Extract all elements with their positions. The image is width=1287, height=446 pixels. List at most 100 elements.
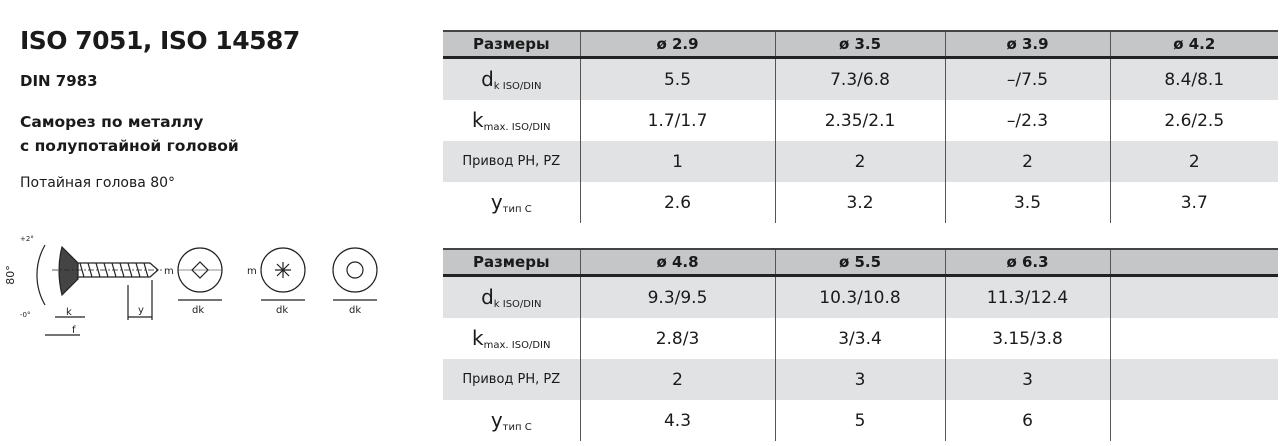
product-description: Саморез по металлу с полупотайной голово…	[20, 110, 239, 158]
pozidriv-recess-icon	[275, 262, 291, 278]
table-cell: –/2.3	[944, 100, 1110, 141]
din-standard: DIN 7983	[20, 72, 98, 90]
description-line: с полупотайной головой	[20, 137, 239, 155]
header-label: Размеры	[443, 248, 580, 277]
head-view-torx	[332, 247, 378, 293]
table-row-k: kmax. ISO/DIN 1.7/1.7 2.35/2.1 –/2.3 2.6/2.5	[443, 100, 1278, 141]
row-label: yтип C	[443, 182, 580, 223]
header-label: Размеры	[443, 30, 580, 59]
row-label-sub: k ISO/DIN	[493, 81, 542, 92]
angle-label: 80°	[4, 265, 17, 285]
row-label-main: d	[481, 67, 494, 91]
size-header: ø 2.9	[579, 30, 775, 59]
row-label-main: d	[481, 285, 494, 309]
row-label: Привод PH, PZ	[443, 141, 580, 182]
page-title: ISO 7051, ISO 14587	[20, 26, 300, 55]
table-cell	[1109, 275, 1278, 318]
table-cell: 5.5	[579, 57, 775, 100]
table-row-y: yтип C 2.6 3.2 3.5 3.7	[443, 182, 1278, 223]
angle-tolerance-plus: +2°	[20, 235, 34, 243]
table-cell: 2	[774, 141, 945, 182]
size-header: ø 6.3	[944, 248, 1110, 277]
table-cell: 2.35/2.1	[774, 100, 945, 141]
table-cell: 3	[944, 359, 1110, 400]
size-table-2: Размеры ø 4.8 ø 5.5 ø 6.3 dk ISO/DIN 9.3/9.5 1…	[443, 248, 1278, 441]
table-row-y: yтип C 4.3 5 6	[443, 400, 1278, 441]
table-cell: 3	[774, 359, 945, 400]
table-cell: 2.6/2.5	[1109, 100, 1278, 141]
table-cell: 7.3/6.8	[774, 57, 945, 100]
head-note: Потайная голова 80°	[20, 175, 176, 191]
m-label: m	[247, 266, 257, 277]
table-cell: 2.8/3	[579, 318, 775, 359]
table-cell: 2	[1109, 141, 1278, 182]
table-cell	[1109, 359, 1278, 400]
row-label-sub: max. ISO/DIN	[483, 122, 551, 133]
size-header: ø 4.2	[1109, 30, 1278, 59]
f-label: f	[72, 325, 76, 336]
row-label: dk ISO/DIN	[443, 57, 580, 100]
row-label: kmax. ISO/DIN	[443, 100, 580, 141]
angle-arc	[36, 244, 46, 306]
table-cell: 11.3/12.4	[944, 275, 1110, 318]
table-cell: 5	[774, 400, 945, 441]
k-label: k	[66, 307, 72, 318]
table-cell: 8.4/8.1	[1109, 57, 1278, 100]
row-label-sub: тип C	[502, 422, 532, 433]
torx-recess-icon	[346, 261, 364, 279]
row-label: dk ISO/DIN	[443, 275, 580, 318]
row-label-main: k	[472, 326, 484, 350]
row-label-main: y	[490, 190, 503, 214]
table-cell: 2	[944, 141, 1110, 182]
table-cell: 10.3/10.8	[774, 275, 945, 318]
row-label-main: Привод PH, PZ	[462, 154, 561, 169]
size-header: ø 3.9	[944, 30, 1110, 59]
row-label-sub: max. ISO/DIN	[483, 340, 551, 351]
table-cell: 1.7/1.7	[579, 100, 775, 141]
table-row-drive: Привод PH, PZ 1 2 2 2	[443, 141, 1278, 182]
y-label: y	[138, 305, 144, 316]
table-cell	[1109, 318, 1278, 359]
table-row-drive: Привод PH, PZ 2 3 3	[443, 359, 1278, 400]
row-label-sub: k ISO/DIN	[493, 299, 542, 310]
screw-diagram: 80° +2° -0° k f y dk m dk m dk	[4, 235, 378, 336]
table-cell	[1109, 400, 1278, 441]
table-cell: 2	[579, 359, 775, 400]
table-row-k: kmax. ISO/DIN 2.8/3 3/3.4 3.15/3.8	[443, 318, 1278, 359]
table-row-dk: dk ISO/DIN 9.3/9.5 10.3/10.8 11.3/12.4	[443, 275, 1278, 318]
size-header: ø 4.8	[579, 248, 775, 277]
row-label-main: Привод PH, PZ	[462, 372, 561, 387]
table-cell: 3.5	[944, 182, 1110, 223]
size-header: ø 5.5	[774, 248, 945, 277]
table-cell: –/7.5	[944, 57, 1110, 100]
table-cell: 6	[944, 400, 1110, 441]
table-cell: 4.3	[579, 400, 775, 441]
size-header	[1109, 248, 1278, 277]
size-table-1: Размеры ø 2.9 ø 3.5 ø 3.9 ø 4.2 dk ISO/DIN 5.5…	[443, 30, 1278, 223]
dk-label: dk	[192, 305, 204, 316]
dk-label: dk	[349, 305, 361, 316]
table-cell: 9.3/9.5	[579, 275, 775, 318]
head-view-pz	[260, 247, 306, 293]
row-label-main: k	[472, 108, 484, 132]
row-label-sub: тип C	[502, 204, 532, 215]
table-cell: 2.6	[579, 182, 775, 223]
table-row-dk: dk ISO/DIN 5.5 7.3/6.8 –/7.5 8.4/8.1	[443, 57, 1278, 100]
table-cell: 1	[579, 141, 775, 182]
table-cell: 3/3.4	[774, 318, 945, 359]
m-label: m	[164, 266, 174, 277]
table-header-row: Размеры ø 2.9 ø 3.5 ø 3.9 ø 4.2	[443, 30, 1278, 59]
table-cell: 3.7	[1109, 182, 1278, 223]
row-label: Привод PH, PZ	[443, 359, 580, 400]
screw-head	[58, 245, 79, 297]
row-label: yтип C	[443, 400, 580, 441]
description-line: Саморез по металлу	[20, 113, 204, 131]
row-label: kmax. ISO/DIN	[443, 318, 580, 359]
row-label-main: y	[490, 408, 503, 432]
dk-label: dk	[276, 305, 288, 316]
angle-tolerance-minus: -0°	[20, 311, 30, 319]
table-header-row: Размеры ø 4.8 ø 5.5 ø 6.3	[443, 248, 1278, 277]
table-cell: 3.15/3.8	[944, 318, 1110, 359]
size-header: ø 3.5	[774, 30, 945, 59]
table-cell: 3.2	[774, 182, 945, 223]
